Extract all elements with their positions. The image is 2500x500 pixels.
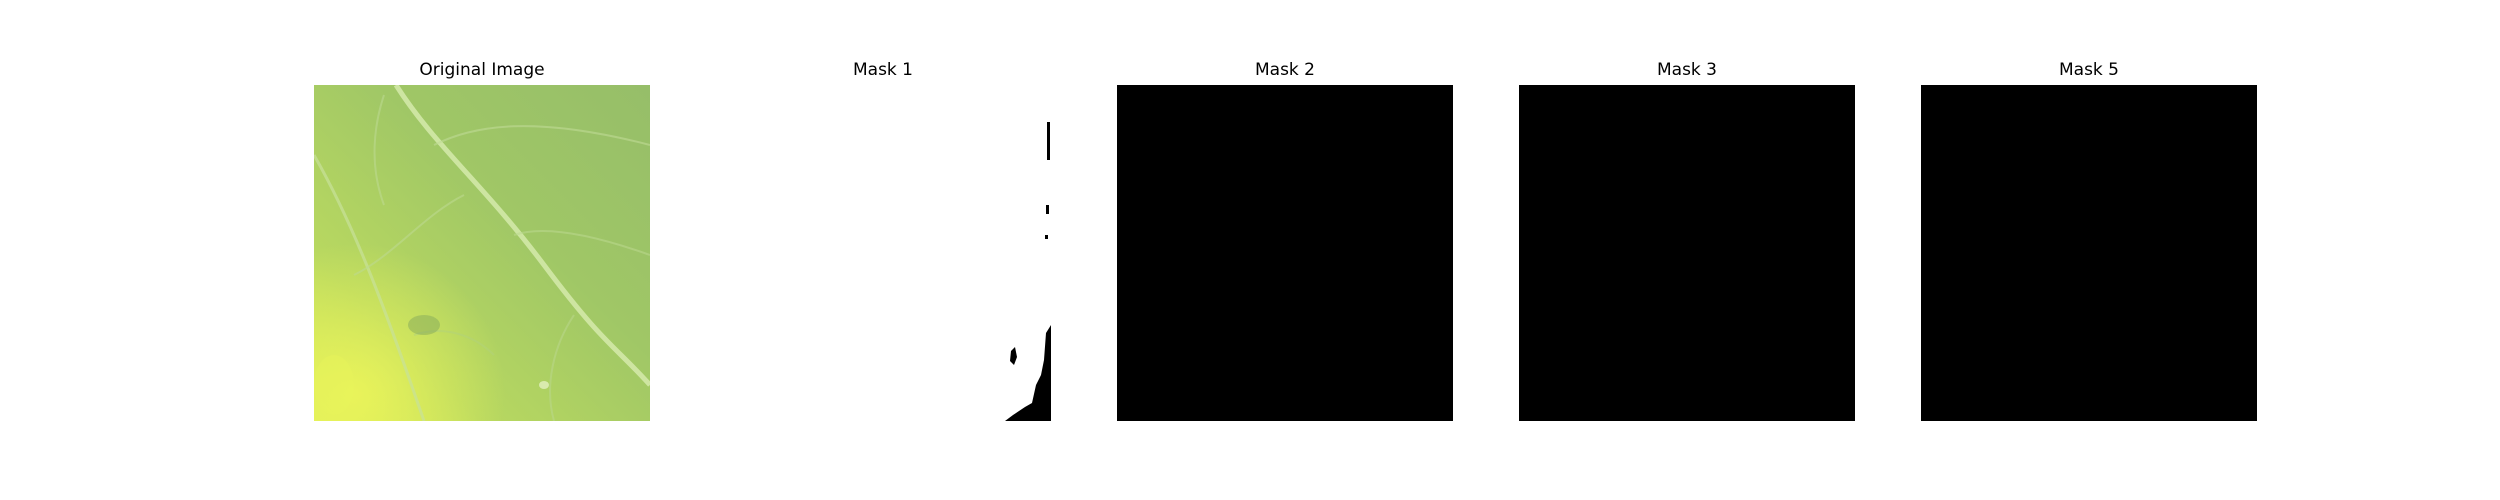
mask-3-image: [1519, 85, 1855, 421]
panel-title: Mask 5: [2058, 60, 2119, 80]
mask-5-image: [1921, 85, 2257, 421]
panel-title: Mask 1: [852, 60, 913, 80]
panel-mask-1: Mask 1: [715, 0, 1051, 500]
mask-1-image: [715, 85, 1051, 421]
panel-mask-2: Mask 2: [1117, 0, 1453, 500]
original-leaf-image: [314, 85, 650, 421]
panel-mask-3: Mask 3: [1519, 0, 1855, 500]
panel-title: Mask 3: [1656, 60, 1717, 80]
panel-title: Mask 2: [1254, 60, 1315, 80]
panel-original-image: Original Image: [314, 0, 650, 500]
panel-title: Original Image: [419, 60, 545, 80]
mask-2-image: [1117, 85, 1453, 421]
panel-mask-5: Mask 5: [1921, 0, 2257, 500]
